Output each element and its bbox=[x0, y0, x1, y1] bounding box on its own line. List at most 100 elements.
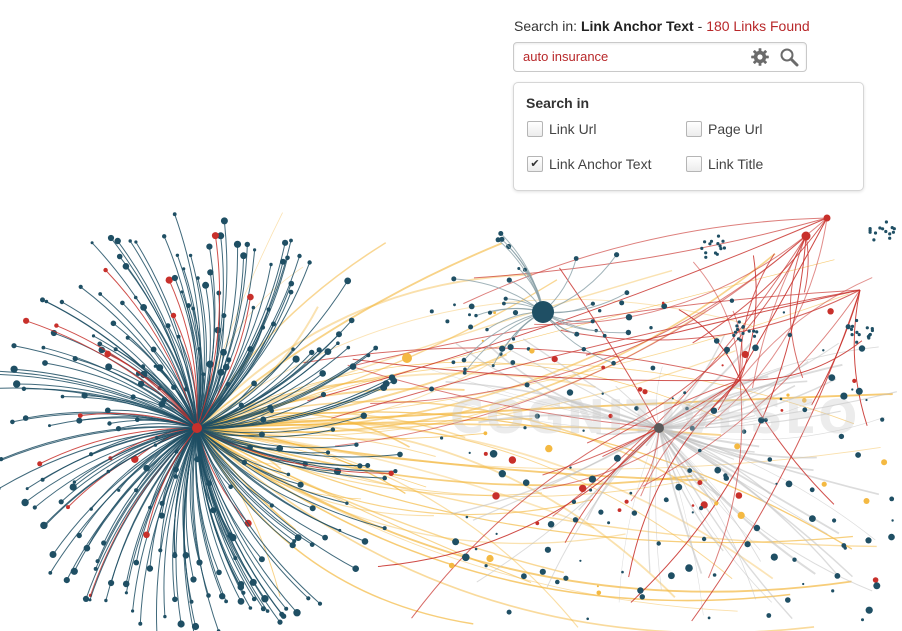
graph-node bbox=[163, 614, 167, 619]
graph-node bbox=[297, 481, 304, 488]
link-edge bbox=[24, 427, 198, 503]
graph-node bbox=[122, 263, 130, 270]
option-link-title[interactable]: Link Title bbox=[686, 156, 763, 172]
link-edge bbox=[739, 379, 835, 505]
link-edge bbox=[502, 345, 660, 429]
graph-node bbox=[701, 536, 707, 542]
graph-node bbox=[293, 609, 301, 617]
graph-node bbox=[733, 330, 738, 334]
link-url-checkbox[interactable] bbox=[527, 121, 543, 137]
graph-node bbox=[535, 521, 540, 526]
link-edge bbox=[34, 427, 198, 508]
link-edge bbox=[853, 289, 868, 426]
graph-node bbox=[581, 347, 586, 352]
graph-node bbox=[697, 480, 703, 486]
graph-node bbox=[114, 237, 121, 245]
graph-node bbox=[637, 387, 643, 392]
graph-node bbox=[90, 241, 94, 245]
graph-node bbox=[699, 506, 704, 511]
link-edge bbox=[196, 427, 357, 449]
link-edge bbox=[708, 379, 743, 579]
graph-node bbox=[66, 505, 70, 510]
graph-node bbox=[382, 526, 387, 531]
graph-node bbox=[716, 234, 721, 238]
link-edge bbox=[43, 427, 198, 526]
graph-node bbox=[499, 345, 506, 352]
option-link-anchor-text[interactable]: ✔ Link Anchor Text bbox=[527, 156, 651, 172]
graph-node bbox=[271, 321, 276, 327]
link-edge bbox=[658, 342, 839, 429]
graph-node bbox=[878, 226, 882, 230]
graph-node bbox=[865, 398, 868, 402]
gear-icon[interactable] bbox=[750, 47, 770, 67]
graph-node bbox=[140, 304, 148, 311]
graph-node bbox=[190, 576, 197, 583]
graph-node bbox=[668, 572, 675, 580]
graph-node bbox=[216, 290, 222, 296]
graph-node bbox=[445, 319, 450, 324]
graph-node bbox=[544, 546, 552, 553]
graph-node bbox=[309, 505, 316, 512]
graph-node bbox=[462, 553, 470, 562]
link-title-checkbox[interactable] bbox=[686, 156, 702, 172]
graph-node bbox=[579, 484, 587, 493]
graph-node bbox=[253, 248, 257, 252]
page-url-checkbox[interactable] bbox=[686, 121, 702, 137]
graph-node bbox=[831, 589, 835, 593]
link-edge bbox=[196, 361, 723, 429]
search-summary: Search in: Link Anchor Text - 180 Links … bbox=[514, 18, 810, 34]
graph-node bbox=[158, 512, 165, 519]
search-icon[interactable] bbox=[779, 47, 799, 67]
link-edge bbox=[658, 427, 727, 501]
link-anchor-text-checkbox[interactable]: ✔ bbox=[527, 156, 543, 172]
graph-node bbox=[625, 329, 632, 336]
graph-node bbox=[284, 606, 289, 611]
graph-node bbox=[703, 240, 707, 244]
graph-node bbox=[489, 450, 498, 458]
graph-node bbox=[770, 553, 778, 561]
link-edge bbox=[25, 320, 198, 429]
link-edge bbox=[196, 235, 221, 429]
option-link-url[interactable]: Link Url bbox=[527, 121, 596, 137]
graph-node bbox=[671, 397, 674, 400]
link-edge bbox=[655, 427, 662, 591]
link-edge bbox=[658, 427, 828, 535]
graph-node bbox=[244, 241, 250, 248]
graph-node bbox=[191, 306, 196, 311]
graph-node bbox=[707, 616, 711, 620]
graph-node bbox=[495, 532, 498, 536]
graph-node bbox=[320, 391, 327, 398]
graph-node bbox=[162, 234, 167, 239]
option-page-url[interactable]: Page Url bbox=[686, 121, 762, 137]
link-edge bbox=[103, 427, 198, 544]
link-edge bbox=[658, 346, 879, 429]
search-input[interactable] bbox=[521, 48, 745, 65]
graph-node bbox=[48, 424, 51, 428]
graph-node bbox=[809, 487, 815, 493]
link-edge bbox=[196, 427, 366, 542]
graph-node bbox=[689, 425, 695, 431]
link-edge bbox=[196, 358, 297, 429]
graph-node bbox=[69, 483, 77, 491]
graph-node bbox=[288, 280, 295, 287]
graph-node bbox=[13, 380, 21, 388]
graph-node bbox=[499, 236, 505, 242]
graph-node bbox=[723, 475, 729, 481]
graph-node bbox=[258, 556, 265, 563]
graph-node bbox=[492, 492, 500, 500]
link-edge bbox=[196, 242, 503, 429]
graph-node bbox=[709, 239, 714, 243]
graph-node bbox=[277, 619, 283, 625]
graph-node bbox=[634, 406, 639, 411]
link-edge bbox=[451, 427, 660, 515]
graph-node bbox=[571, 499, 577, 504]
graph-node bbox=[752, 329, 756, 333]
link-edge bbox=[16, 383, 198, 429]
link-edge bbox=[196, 419, 733, 580]
graph-node bbox=[821, 481, 827, 487]
link-edge bbox=[628, 379, 741, 578]
graph-node bbox=[588, 475, 597, 483]
graph-node bbox=[843, 546, 847, 550]
graph-node bbox=[140, 370, 148, 379]
